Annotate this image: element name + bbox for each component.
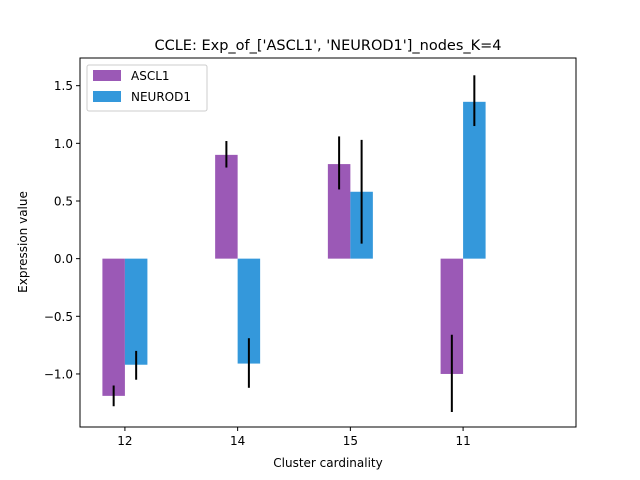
y-tick-label: 0.5 <box>54 194 73 208</box>
y-tick-label: −0.5 <box>44 310 73 324</box>
bar-neurod1-11 <box>463 101 486 259</box>
x-tick-label: 11 <box>455 434 470 448</box>
x-axis: 12 14 15 11 <box>117 427 471 448</box>
bar-ascl1-11 <box>440 258 464 374</box>
chart-title: CCLE: Exp_of_['ASCL1', 'NEUROD1']_nodes_… <box>154 38 501 54</box>
y-axis-label: Expression value <box>16 191 30 293</box>
y-tick-label: 1.5 <box>54 79 73 93</box>
bar-ascl1-14 <box>215 154 238 259</box>
bar-ascl1-15 <box>327 164 351 259</box>
x-axis-label: Cluster cardinality <box>273 456 382 470</box>
y-tick-label: 1.0 <box>54 137 73 151</box>
bars-group <box>102 101 486 396</box>
legend-swatch-ascl1 <box>93 70 121 81</box>
legend-label-neurod1: NEUROD1 <box>131 90 191 104</box>
x-tick-label: 14 <box>230 434 245 448</box>
bar-neurod1-14 <box>237 258 261 364</box>
x-tick-label: 12 <box>117 434 132 448</box>
legend-label-ascl1: ASCL1 <box>131 69 170 83</box>
y-axis: −1.0 −0.5 0.0 0.5 1.0 1.5 <box>44 79 80 381</box>
legend-swatch-neurod1 <box>93 91 121 102</box>
plot-frame <box>79 57 577 428</box>
legend: ASCL1 NEUROD1 <box>86 64 208 112</box>
y-tick-label: −1.0 <box>44 367 73 381</box>
x-tick-label: 15 <box>343 434 358 448</box>
bar-ascl1-12 <box>102 258 125 396</box>
y-tick-label: 0.0 <box>54 252 73 266</box>
error-bars-group <box>112 75 476 413</box>
bar-neurod1-12 <box>124 258 148 365</box>
